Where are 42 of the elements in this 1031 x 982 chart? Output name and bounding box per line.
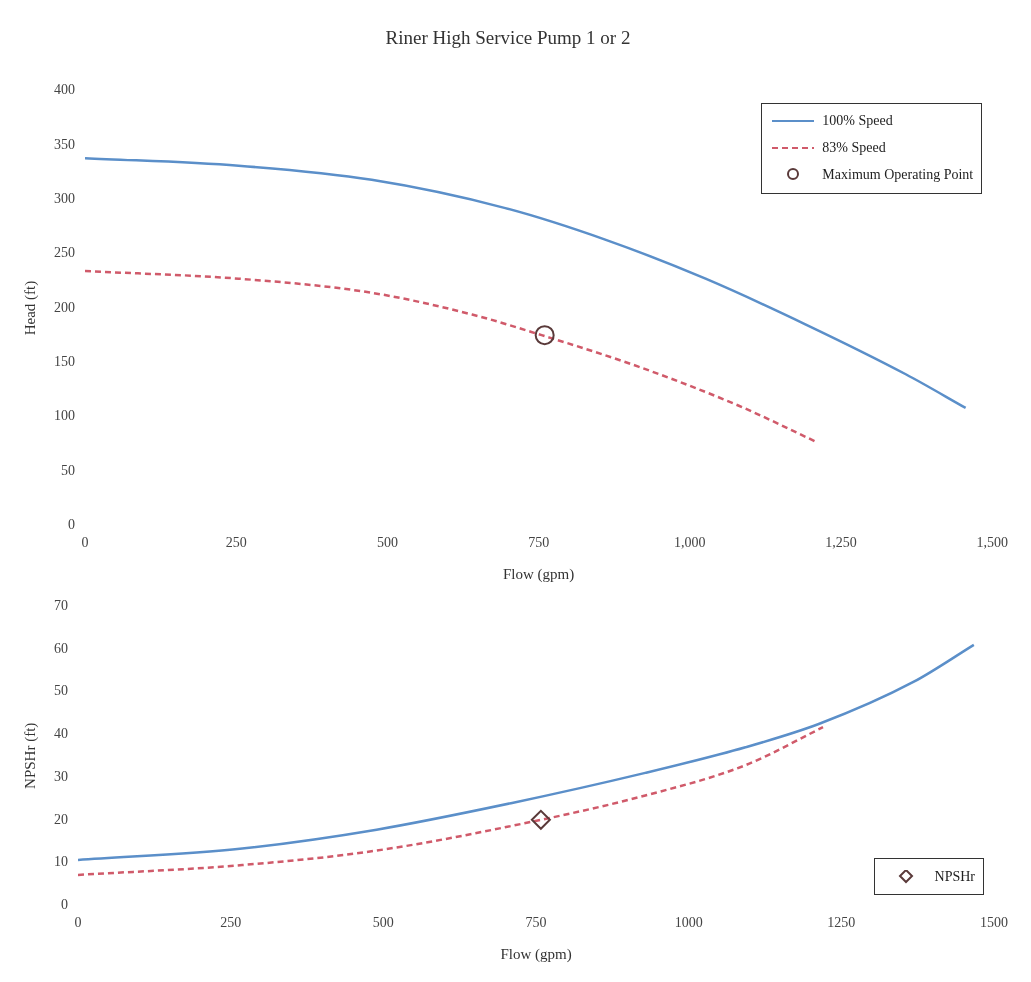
y-tick-label: 10 — [54, 854, 68, 870]
y-tick-label: 0 — [61, 896, 68, 912]
y-tick-label: 30 — [54, 768, 68, 784]
x-tick-label: 500 — [372, 915, 394, 931]
legend-label: 100% Speed — [822, 113, 893, 130]
y-tick-label: 300 — [54, 191, 75, 207]
y-tick-label: 70 — [54, 598, 68, 614]
line-series — [78, 643, 976, 862]
line-series — [85, 269, 817, 443]
x-tick-label: 1,250 — [825, 535, 857, 551]
x-tick-label: 1,000 — [674, 535, 706, 551]
x-axis-title: Flow (gpm) — [500, 945, 572, 963]
legend-label: NPSHr — [934, 868, 975, 885]
y-tick-label: 60 — [54, 640, 68, 656]
y-tick-label: 150 — [54, 353, 75, 369]
x-tick-label: 750 — [525, 915, 547, 931]
line-series — [78, 725, 825, 877]
x-tick-label: 0 — [81, 535, 89, 551]
y-tick-label: 20 — [54, 811, 68, 827]
y-tick-label: 40 — [54, 726, 68, 742]
x-tick-label: 500 — [376, 535, 398, 551]
y-axis-title: Head (ft) — [21, 280, 39, 336]
x-axis-title: Flow (gpm) — [503, 565, 575, 583]
y-axis-title: NPSHr (ft) — [21, 722, 39, 789]
y-tick-label: 0 — [68, 516, 75, 532]
x-tick-label: 1500 — [980, 915, 1008, 931]
y-tick-label: 200 — [54, 299, 75, 315]
x-tick-label: 250 — [225, 535, 247, 551]
y-tick-label: 100 — [54, 408, 75, 424]
legend-label: Maximum Operating Point — [822, 167, 974, 184]
y-tick-label: 350 — [54, 136, 75, 152]
x-tick-label: 1000 — [674, 915, 703, 931]
y-tick-label: 50 — [54, 683, 68, 699]
y-tick-label: 250 — [54, 245, 75, 261]
legend-label: 83% Speed — [822, 140, 886, 157]
x-tick-label: 250 — [220, 915, 242, 931]
x-tick-label: 750 — [528, 535, 550, 551]
x-tick-label: 1,500 — [976, 535, 1008, 551]
y-tick-label: 50 — [61, 462, 75, 478]
chart-title: Riner High Service Pump 1 or 2 — [385, 27, 631, 49]
x-tick-label: 1250 — [827, 915, 856, 931]
y-tick-label: 400 — [54, 82, 75, 98]
